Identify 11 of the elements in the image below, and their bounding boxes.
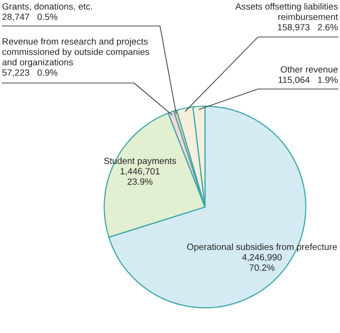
slice-label: Assets offsetting liabilities reimbursement	[235, 3, 338, 20]
data-label: 28,747 0.5%	[2, 14, 58, 22]
slice-label: Operational subsidies from prefecture	[187, 243, 337, 252]
data-label: 1,446,701 23.9%	[120, 168, 160, 185]
data-label: 57,223 0.9%	[2, 69, 58, 77]
slice-label: Other revenue	[280, 66, 338, 73]
slice-label: Revenue from research and projects commissioned by outside companies and organizations	[2, 38, 150, 68]
data-label: 115,064 1.9%	[278, 76, 338, 84]
data-label: 158,973 2.6%	[278, 24, 338, 32]
data-label: 4,246,990 70.2%	[242, 254, 282, 271]
slice-label: Grants, donations, etc.	[2, 3, 92, 11]
